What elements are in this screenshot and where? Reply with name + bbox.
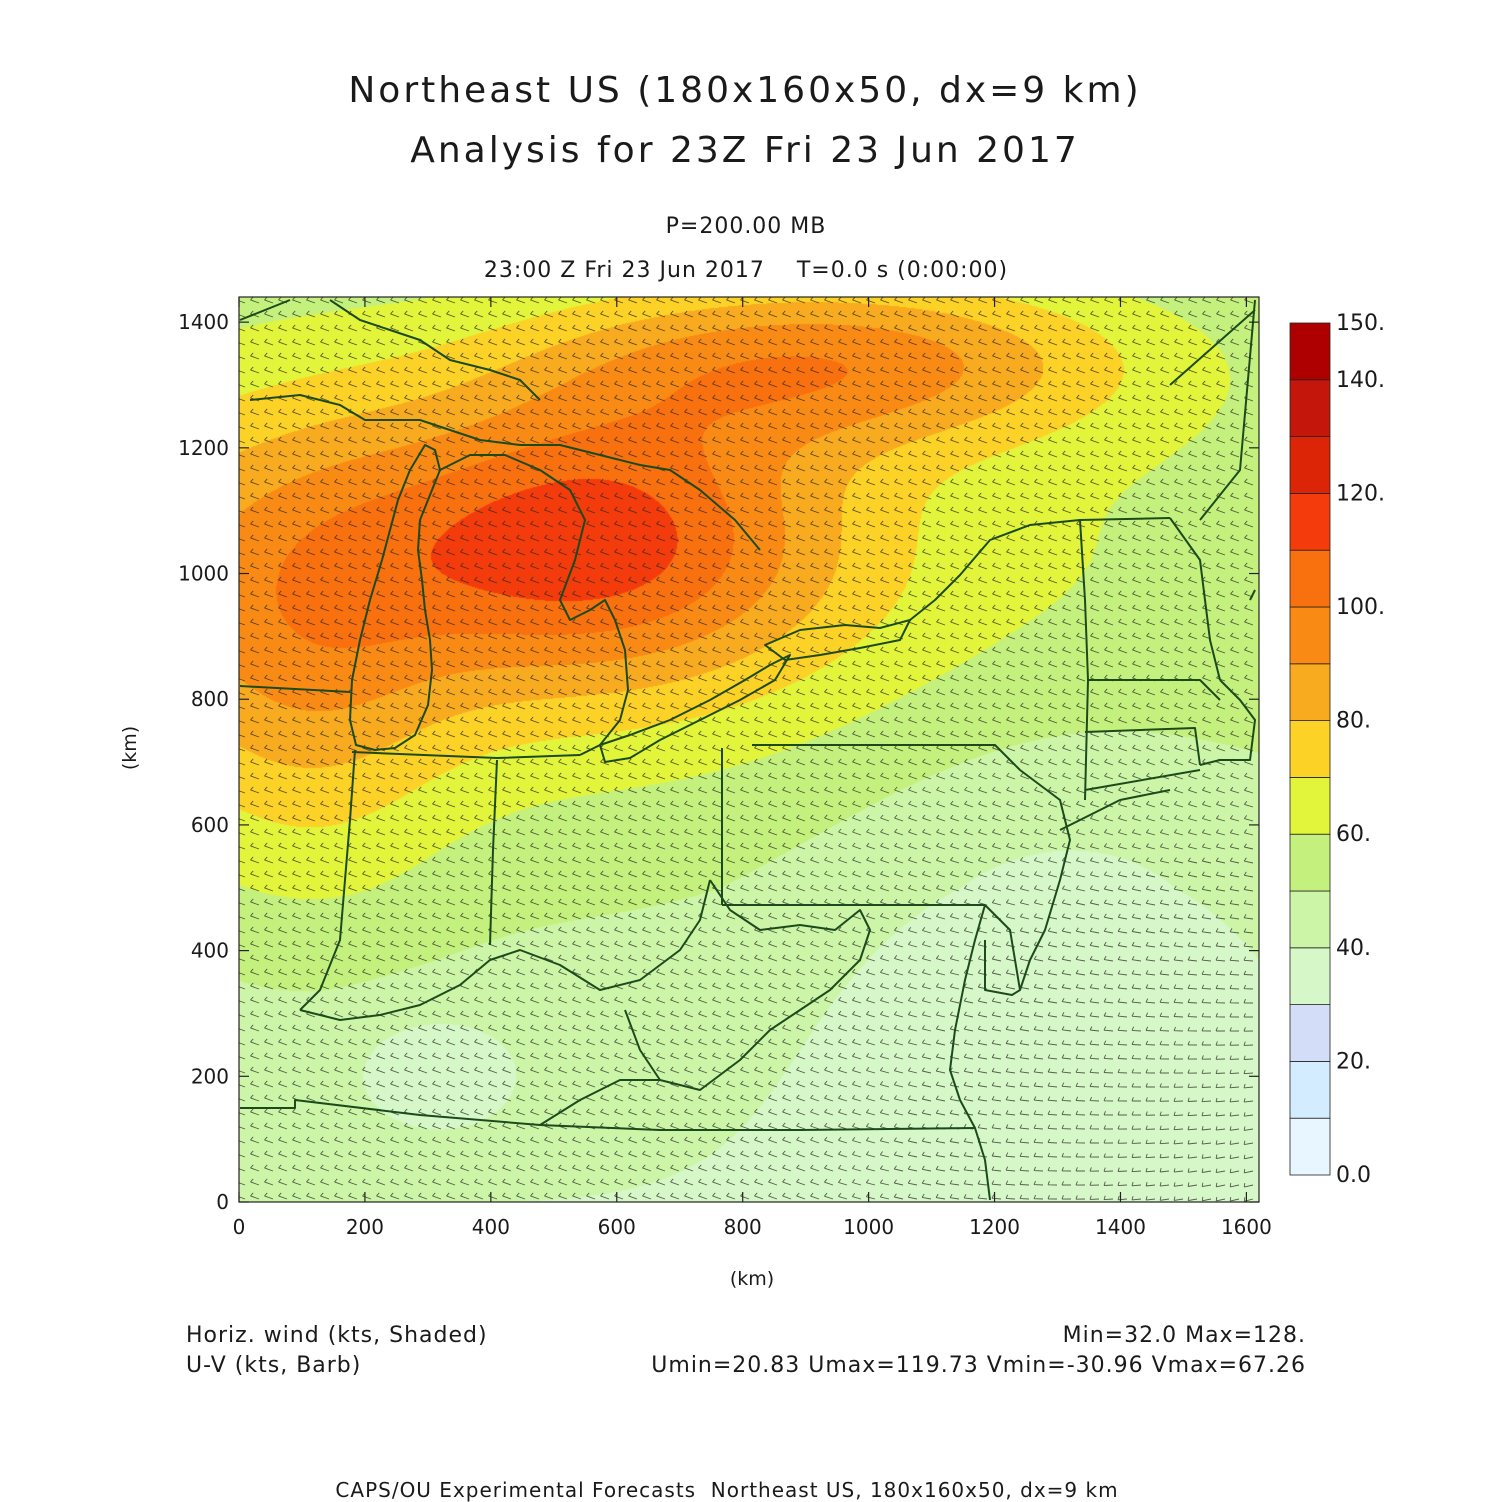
y-axis: 0 200 400 600 800 1000 1200 1400: [178, 310, 1259, 1214]
barb-field-description: U-V (kts, Barb): [186, 1353, 362, 1378]
map-boundaries: [239, 299, 1256, 1201]
wind-speed-shading: [239, 297, 1259, 1202]
colorbar-swatch: [1289, 322, 1331, 381]
pressure-level-label: P=200.00 MB: [665, 214, 827, 239]
colorbar: 0.0 20. 40. 60. 80. 100. 120. 140. 150.: [1289, 311, 1385, 1188]
state-border-ky-va: [539, 1079, 660, 1126]
colorbar-swatch: [1289, 1061, 1331, 1119]
lake-michigan-outline: [349, 444, 441, 751]
ohio-river: [299, 879, 711, 1021]
state-border-mi-in-oh: [351, 751, 581, 759]
y-tick-label: 1400: [178, 310, 229, 334]
y-tick-label: 600: [191, 813, 229, 837]
x-tick-label: 1600: [1221, 1215, 1272, 1239]
x-tick-label: 0: [233, 1215, 246, 1239]
wind-barbs: [239, 297, 1254, 1202]
x-tick-label: 1200: [969, 1215, 1020, 1239]
x-axis-label: (km): [730, 1268, 774, 1290]
x-tick-label: 800: [724, 1215, 762, 1239]
map-title-line1: Northeast US (180x160x50, dx=9 km): [348, 70, 1142, 111]
x-axis: 0 200 400 600 800 1000 1200 1400 1600: [233, 297, 1272, 1239]
y-tick-label: 1200: [178, 436, 229, 460]
x-tick-label: 1400: [1095, 1215, 1146, 1239]
colorbar-swatch: [1289, 436, 1331, 494]
state-border-il-in: [299, 749, 356, 1011]
colorbar-swatch: [1289, 720, 1331, 778]
colorbar-swatch: [1289, 379, 1331, 437]
shaded-field-description: Horiz. wind (kts, Shaded): [186, 1323, 488, 1348]
colorbar-swatch: [1289, 663, 1331, 721]
field-min-max: Min=32.0 Max=128.: [1062, 1323, 1306, 1348]
state-border-wi-il: [239, 685, 351, 693]
state-border-pa-ny: [752, 744, 1021, 771]
colorbar-label: 40.: [1336, 936, 1371, 961]
colorbar-label: 120.: [1336, 481, 1385, 506]
atlantic-coast: [1199, 589, 1256, 766]
wind-barb-set: [239, 297, 1254, 1202]
x-tick-label: 600: [598, 1215, 636, 1239]
lake-superior-shore: [329, 299, 541, 401]
map-title-line2: Analysis for 23Z Fri 23 Jun 2017: [410, 130, 1080, 171]
y-tick-label: 800: [191, 687, 229, 711]
y-tick-label: 0: [216, 1190, 229, 1214]
y-tick-label: 200: [191, 1064, 229, 1088]
x-tick-label: 400: [472, 1215, 510, 1239]
plot-frame: [238, 296, 1260, 1203]
state-border-in-oh: [489, 759, 498, 946]
y-tick-label: 1000: [178, 562, 229, 586]
upper-peninsula-shore: [239, 299, 761, 551]
colorbar-label: 20.: [1336, 1049, 1371, 1074]
y-tick-label: 400: [191, 939, 229, 963]
chesapeake-delmarva: [949, 769, 1071, 1201]
uv-min-max: Umin=20.83 Umax=119.73 Vmin=-30.96 Vmax=…: [651, 1353, 1306, 1378]
colorbar-label: 140.: [1336, 368, 1385, 393]
colorbar-label: 60.: [1336, 822, 1371, 847]
colorbar-swatch: [1289, 606, 1331, 665]
lake-erie-outline: [599, 654, 791, 763]
colorbar-swatch: [1289, 890, 1331, 949]
colorbar-label: 80.: [1336, 709, 1371, 734]
state-border-ny-new-england: [1059, 299, 1256, 831]
colorbar-label: 150.: [1336, 311, 1385, 336]
state-border-ky-tn-va-nc: [240, 1099, 976, 1131]
valid-time-label: 23:00 Z Fri 23 Jun 2017 T=0.0 s (0:00:00…: [483, 258, 1009, 283]
credit-line: CAPS/OU Experimental Forecasts Northeast…: [335, 1478, 1119, 1502]
x-tick-label: 1000: [843, 1215, 894, 1239]
michigan-lower-peninsula: [439, 454, 629, 756]
colorbar-swatch: [1289, 833, 1331, 892]
colorbar-label: 0.0: [1336, 1163, 1371, 1188]
y-axis-label: (km): [119, 726, 141, 770]
state-border-wv: [624, 879, 871, 1091]
colorbar-swatch: [1289, 1117, 1331, 1176]
colorbar-swatch: [1289, 1004, 1331, 1062]
colorbar-swatch: [1289, 549, 1331, 608]
colorbar-swatch: [1289, 947, 1331, 1005]
colorbar-swatch: [1289, 492, 1331, 551]
x-tick-label: 200: [346, 1215, 384, 1239]
colorbar-swatch: [1289, 777, 1331, 835]
colorbar-label: 100.: [1336, 595, 1385, 620]
lake-ontario-outline: [764, 619, 911, 661]
wind-speed-field: [239, 297, 1259, 1202]
